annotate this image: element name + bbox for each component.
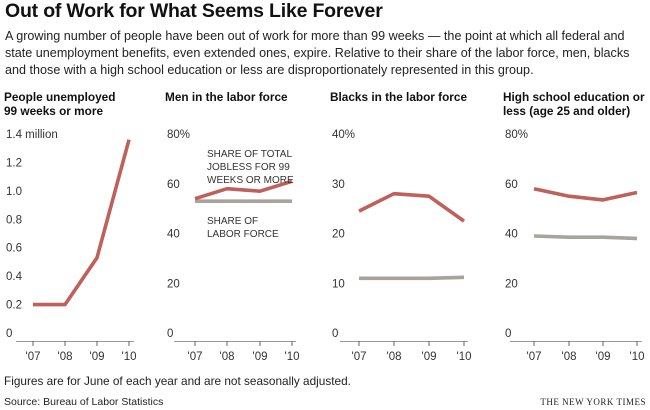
x-tick-label: '09 <box>422 351 437 363</box>
x-tick-label: '08 <box>220 351 235 363</box>
x-tick-label: '07 <box>26 351 41 363</box>
y-tick-label: 0 <box>505 328 511 340</box>
annotation-jobless: WEEKS OR MORE <box>207 175 294 186</box>
y-tick-label: 40% <box>332 129 355 141</box>
x-tick-label: '10 <box>457 351 472 363</box>
y-tick-label: 1.4 million <box>6 129 58 141</box>
y-tick-label: 10 <box>332 278 345 290</box>
series-line-labor-force <box>533 234 638 241</box>
x-tick-label: '10 <box>630 351 645 363</box>
y-tick-label: 0 <box>332 328 338 340</box>
y-tick-label: 20 <box>167 278 180 290</box>
y-tick-label: 20 <box>332 229 345 241</box>
x-tick-label: '10 <box>122 351 137 363</box>
panel-title: People unemployed <box>4 90 115 104</box>
panel-title: Blacks in the labor force <box>330 90 467 104</box>
footnote: Figures are for June of each year and ar… <box>4 374 351 388</box>
series-line-jobless <box>194 179 293 201</box>
x-tick-label: '10 <box>285 351 300 363</box>
y-tick-label: 20 <box>505 278 518 290</box>
x-tick-label: '09 <box>596 351 611 363</box>
y-tick-label: 80% <box>505 129 528 141</box>
x-tick-label: '07 <box>352 351 367 363</box>
page-title: Out of Work for What Seems Like Forever <box>5 0 383 22</box>
x-tick-label: '07 <box>188 351 203 363</box>
x-tick-label: '09 <box>253 351 268 363</box>
credit-line: THE NEW YORK TIMES <box>540 397 646 407</box>
source-note: Source: Bureau of Labor Statistics <box>4 396 164 408</box>
x-tick-label: '09 <box>90 351 105 363</box>
annotation-jobless: JOBLESS FOR 99 <box>207 162 290 173</box>
y-tick-label: 40 <box>167 229 180 241</box>
x-tick-label: '08 <box>562 351 577 363</box>
series-line-jobless <box>533 186 638 202</box>
y-tick-label: 40 <box>505 229 518 241</box>
y-tick-label: 60 <box>167 179 180 191</box>
y-tick-label: 1.0 <box>6 186 22 198</box>
y-tick-label: 60 <box>505 179 518 191</box>
panel-title: Men in the labor force <box>165 90 288 104</box>
annotation-labor-force: LABOR FORCE <box>207 229 279 240</box>
y-tick-label: 80% <box>167 129 190 141</box>
series-line-jobless <box>358 191 466 223</box>
series-line-jobless <box>33 139 131 307</box>
y-tick-label: 0.2 <box>6 300 22 312</box>
y-tick-label: 0.6 <box>6 243 22 255</box>
annotation-jobless: SHARE OF TOTAL <box>207 149 292 160</box>
y-tick-label: 1.2 <box>6 157 22 169</box>
x-tick-label: '08 <box>58 351 73 363</box>
annotation-labor-force: SHARE OF <box>207 216 258 227</box>
y-tick-label: 0.4 <box>6 271 23 283</box>
series-line-labor-force <box>359 275 465 281</box>
panel-title: less (age 25 and older) <box>503 104 630 118</box>
panel-title: 99 weeks or more <box>4 104 103 118</box>
y-tick-label: 0 <box>167 328 173 340</box>
x-tick-label: '07 <box>527 351 542 363</box>
y-tick-label: 0 <box>6 328 12 340</box>
y-tick-label: 30 <box>332 179 345 191</box>
intro-text: A growing number of people have been out… <box>5 29 630 77</box>
x-tick-label: '08 <box>387 351 402 363</box>
y-tick-label: 0.8 <box>6 214 22 226</box>
panel-title: High school education or <box>503 90 645 104</box>
